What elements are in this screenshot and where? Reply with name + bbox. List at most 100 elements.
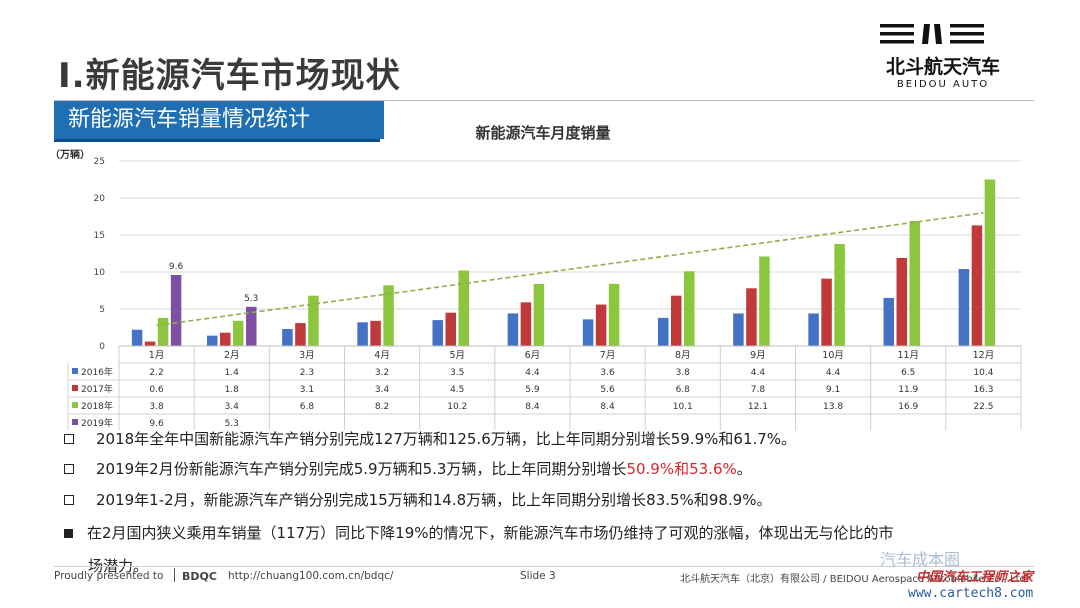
table-cell: 6.5 — [901, 368, 915, 378]
monthly-sales-chart: 新能源汽车月度销量 （万辆） 0 5 10 15 20 25 9.6 5.3 1月 2月 3月 4… — [56, 124, 1022, 430]
hollow-square-bullet-icon — [64, 464, 74, 474]
table-cell: 4.5 — [450, 385, 464, 395]
section-banner: 新能源汽车销量情况统计 — [54, 101, 384, 139]
table-cell: 0.6 — [149, 385, 164, 395]
table-cell: 6.8 — [300, 402, 315, 412]
bar-2016年-8月 — [658, 317, 669, 346]
bar-2016年-10月 — [808, 313, 819, 346]
watermark-text: 汽车成本圈 — [880, 550, 961, 569]
bar-2017年-2月 — [220, 332, 231, 346]
table-cell: 22.5 — [973, 402, 993, 412]
table-cell: 4.4 — [751, 368, 766, 378]
footer-divider — [54, 566, 1034, 567]
x-tick-label: 12月 — [973, 350, 995, 361]
x-tick-label: 6月 — [525, 350, 541, 361]
y-tick-label: 20 — [94, 194, 106, 204]
table-cell: 10.4 — [973, 368, 993, 378]
logo-name: 北斗航天汽车 — [885, 56, 1000, 78]
bullet-2-text: 2019年2月份新能源汽车产销分别完成5.9万辆和5.3万辆，比上年同期分别增长 — [96, 460, 627, 478]
bar-2016年-11月 — [883, 297, 894, 346]
legend-label: 2017年 — [81, 383, 113, 395]
legend-label: 2016年 — [81, 366, 113, 378]
bar-2018年-3月 — [308, 295, 319, 346]
table-cell: 16.9 — [898, 402, 918, 412]
bar-2018年-5月 — [458, 270, 469, 346]
table-cell: 1.4 — [225, 368, 240, 378]
bar-2016年-12月 — [958, 269, 970, 346]
table-cell: 2.3 — [300, 368, 314, 378]
bullet-3: 2019年1-2月，新能源汽车产销分别完成15万辆和14.8万辆，比上年同期分别… — [64, 489, 771, 510]
bar-2016年-7月 — [582, 319, 594, 346]
bar-2017年-8月 — [671, 295, 682, 346]
bullet-1: 2018年全年中国新能源汽车产销分别完成127万辆和125.6万辆，比上年同期分… — [64, 428, 796, 449]
table-cell: 4.4 — [826, 368, 841, 378]
x-tick-label: 7月 — [600, 350, 616, 361]
x-tick-label: 9月 — [750, 350, 766, 361]
header-divider — [54, 100, 1034, 101]
bar-2018年-2月 — [233, 320, 244, 346]
bullet-2-tail: 。 — [736, 460, 752, 478]
table-cell: 7.8 — [751, 385, 766, 395]
bar-2016年-4月 — [357, 322, 368, 346]
bar-2019年-2月 — [246, 306, 257, 346]
legend-key — [72, 385, 78, 391]
x-tick-label: 5月 — [449, 350, 465, 361]
legend-label: 2018年 — [81, 400, 113, 412]
bar-2016年-2月 — [207, 335, 218, 346]
table-cell: 5.9 — [525, 385, 540, 395]
data-label: 9.6 — [169, 262, 184, 272]
x-tick-label: 1月 — [149, 350, 165, 361]
bar-2016年-3月 — [282, 328, 293, 346]
table-cell: 3.1 — [300, 385, 314, 395]
bar-2017年-10月 — [821, 278, 832, 346]
watermark-site-name: 中国汽车工程师之家 — [916, 570, 1034, 585]
bar-2017年-4月 — [370, 320, 381, 346]
bar-2017年-11月 — [896, 257, 907, 346]
bar-2017年-5月 — [445, 312, 456, 346]
legend-key — [72, 402, 78, 408]
table-cell: 1.8 — [225, 385, 240, 395]
x-tick-label: 11月 — [897, 350, 919, 361]
hollow-square-bullet-icon — [64, 495, 74, 505]
bar-2019年-1月 — [170, 274, 182, 346]
bar-2018年-6月 — [533, 283, 545, 346]
bar-2016年-5月 — [432, 320, 443, 346]
table-cell: 12.1 — [748, 402, 768, 412]
legend-key — [72, 419, 78, 425]
footer-presented: Proudly presented to — [54, 570, 164, 582]
legend-key — [72, 368, 78, 374]
trendline — [156, 212, 984, 327]
bar-2018年-10月 — [834, 243, 845, 346]
bullet-3-text: 2019年1-2月，新能源汽车产销分别完成15万辆和14.8万辆，比上年同期分别… — [96, 491, 772, 509]
bar-2017年-6月 — [520, 302, 532, 346]
bullet-2: 2019年2月份新能源汽车产销分别完成5.9万辆和5.3万辆，比上年同期分别增长… — [64, 458, 752, 479]
table-cell: 5.3 — [225, 419, 239, 429]
y-tick-label: 10 — [94, 268, 106, 278]
table-cell: 3.8 — [149, 402, 164, 412]
bullet-4: 在2月国内狭义乘用车销量（117万）同比下降19%的情况下，新能源汽车市场仍维持… — [64, 522, 894, 543]
data-label: 5.3 — [244, 294, 258, 304]
x-tick-label: 2月 — [224, 350, 240, 361]
table-cell: 16.3 — [973, 385, 993, 395]
table-cell: 3.4 — [225, 402, 240, 412]
chart-title: 新能源汽车月度销量 — [475, 124, 610, 142]
bullet-1-text: 2018年全年中国新能源汽车产销分别完成127万辆和125.6万辆，比上年同期分… — [96, 430, 797, 448]
table-cell: 3.6 — [600, 368, 615, 378]
x-tick-label: 4月 — [374, 350, 390, 361]
bar-2018年-8月 — [684, 271, 695, 346]
footer-url[interactable]: http://chuang100.com.cn/bdqc/ — [228, 570, 394, 582]
bar-2016年-6月 — [507, 313, 519, 346]
page-title: Ⅰ.新能源汽车市场现状 — [58, 56, 401, 96]
y-axis-label: （万辆） — [56, 148, 90, 161]
footer-brand: BDQC — [182, 570, 217, 583]
logo-subtitle: BEIDOU AUTO — [896, 79, 990, 90]
table-cell: 3.8 — [676, 368, 691, 378]
bar-2018年-7月 — [608, 283, 620, 346]
beidou-logo-icon — [880, 24, 984, 44]
table-cell: 10.1 — [673, 402, 693, 412]
bar-2018年-12月 — [984, 179, 996, 346]
banner-underline — [54, 139, 380, 142]
table-cell: 3.4 — [375, 385, 390, 395]
bar-2017年-3月 — [295, 323, 306, 346]
y-tick-label: 0 — [99, 342, 105, 352]
